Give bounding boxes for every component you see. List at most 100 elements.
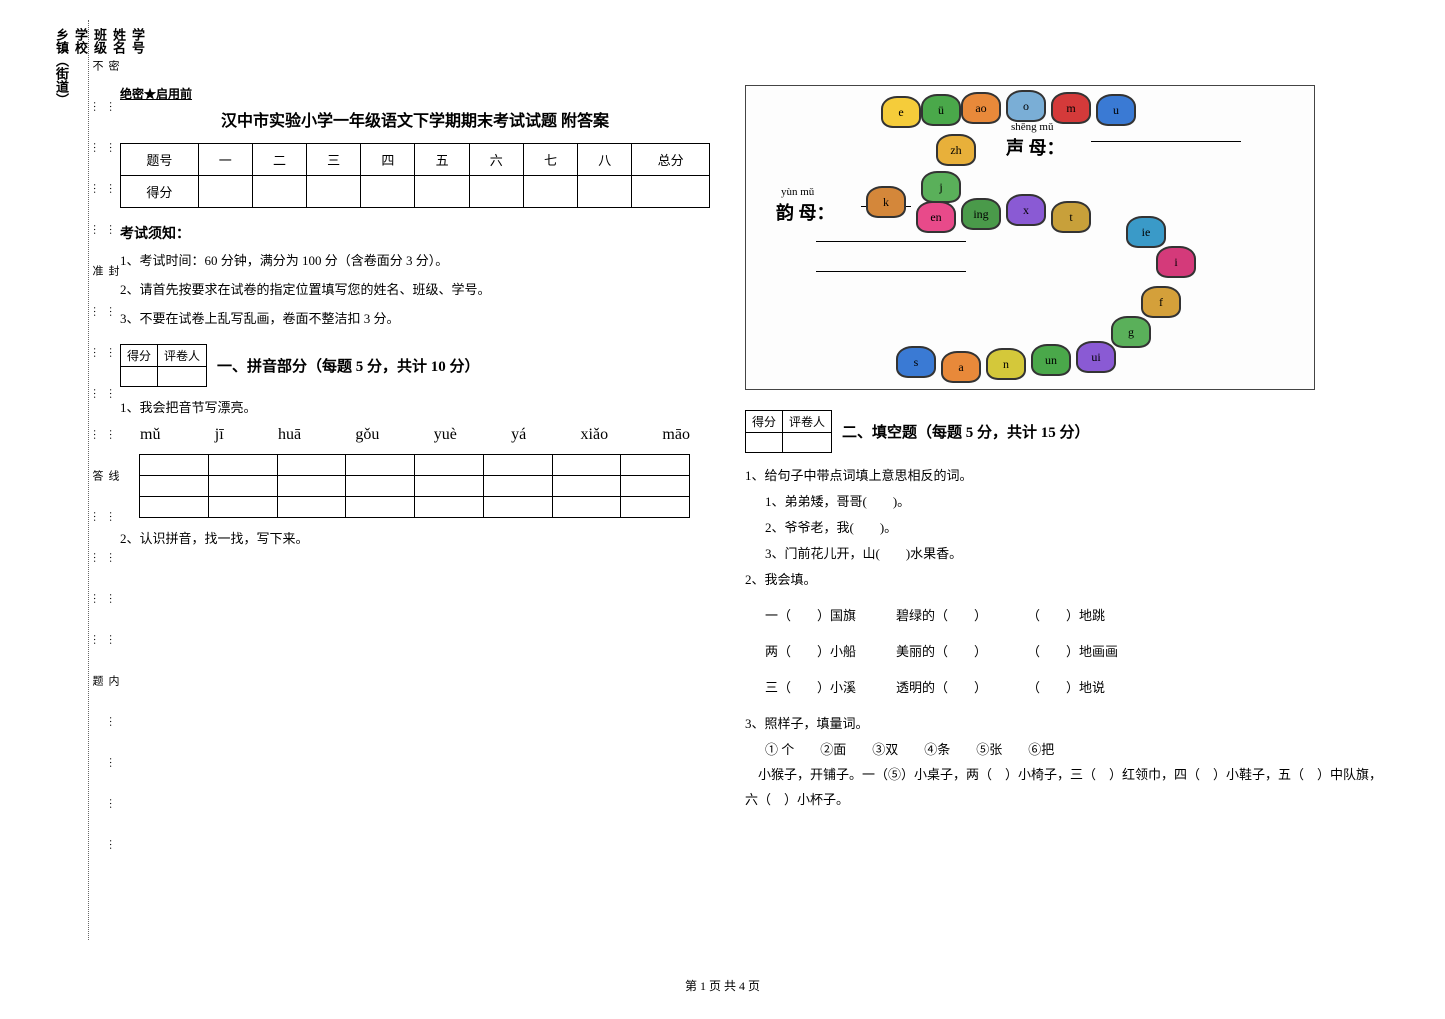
score-header-row: 题号 一 二 三 四 五 六 七 八 总分 xyxy=(121,144,710,176)
write-box[interactable] xyxy=(483,454,553,476)
write-box[interactable] xyxy=(552,475,622,497)
s2-q3-title: 3、照样子，填量词。 xyxy=(745,711,1385,737)
exam-instructions: 考试须知： 1、考试时间：60 分钟，满分为 100 分（含卷面分 3 分）。 … xyxy=(120,223,710,329)
s2-q1-title: 1、给句子中带点词填上意思相反的词。 xyxy=(745,463,1385,489)
section1-header: 得分 评卷人 一、拼音部分（每题 5 分，共计 10 分） xyxy=(120,344,710,387)
caterpillar-segment: s xyxy=(896,346,936,378)
grader-cell[interactable] xyxy=(158,367,207,387)
pinyin-item: mǔ xyxy=(140,426,160,444)
write-box[interactable] xyxy=(620,475,690,497)
grader-cell[interactable] xyxy=(121,367,158,387)
yunmu-blank3[interactable] xyxy=(816,271,966,272)
write-box[interactable] xyxy=(483,475,553,497)
left-column: 绝密★启用前 汉中市实验小学一年级语文下学期期末考试试题 附答案 题号 一 二 … xyxy=(120,85,710,557)
grader-table: 得分 评卷人 xyxy=(745,410,832,453)
write-box[interactable] xyxy=(552,496,622,518)
grader-name-label: 评卷人 xyxy=(783,411,832,433)
grader-table: 得分 评卷人 xyxy=(120,344,207,387)
score-cell[interactable] xyxy=(578,176,632,208)
shengmu-label: 声 母： xyxy=(1006,134,1065,160)
write-box[interactable] xyxy=(620,454,690,476)
caterpillar-segment: u xyxy=(1096,94,1136,126)
s1-q2: 2、认识拼音，找一找，写下来。 xyxy=(120,528,710,547)
write-box[interactable] xyxy=(139,454,209,476)
write-box[interactable] xyxy=(139,475,209,497)
q2-cell: 碧绿的（ ） xyxy=(896,603,987,629)
pinyin-caterpillar-figure: shēng mǔ 声 母： yùn mǔ 韵 母： eüaoomuzhjkeni… xyxy=(745,85,1315,390)
caterpillar-segment: ui xyxy=(1076,341,1116,373)
write-box[interactable] xyxy=(414,454,484,476)
write-box[interactable] xyxy=(345,496,415,518)
pinyin-item: huā xyxy=(278,426,301,444)
caterpillar-segment: en xyxy=(916,201,956,233)
caterpillar-segment: t xyxy=(1051,201,1091,233)
score-h9: 总分 xyxy=(632,144,710,176)
s2-q2-title: 2、我会填。 xyxy=(745,567,1385,593)
s2-q2-row: 两（ ）小船 美丽的（ ） （ ）地画画 xyxy=(745,639,1385,665)
caterpillar-segment: f xyxy=(1141,286,1181,318)
caterpillar-segment: k xyxy=(866,186,906,218)
write-box[interactable] xyxy=(483,496,553,518)
exam-title: 汉中市实验小学一年级语文下学期期末考试试题 附答案 xyxy=(120,107,710,131)
score-cell[interactable] xyxy=(307,176,361,208)
score-cell[interactable] xyxy=(523,176,577,208)
caterpillar-segment: n xyxy=(986,348,1026,380)
write-box[interactable] xyxy=(414,496,484,518)
write-box[interactable] xyxy=(552,454,622,476)
section2-title: 二、填空题（每题 5 分，共计 15 分） xyxy=(842,421,1090,442)
write-box[interactable] xyxy=(620,496,690,518)
write-box[interactable] xyxy=(139,496,209,518)
caterpillar-segment: g xyxy=(1111,316,1151,348)
yunmu-blank2[interactable] xyxy=(816,241,966,242)
caterpillar-segment: a xyxy=(941,351,981,383)
grader-cell[interactable] xyxy=(746,433,783,453)
q2-cell: （ ）地跳 xyxy=(1027,603,1105,629)
q2-cell: 两（ ）小船 xyxy=(765,639,856,665)
caterpillar-segment: un xyxy=(1031,344,1071,376)
write-box[interactable] xyxy=(208,496,278,518)
shengmu-pinyin: shēng mǔ xyxy=(1011,121,1053,133)
yunmu-label: 韵 母： xyxy=(776,199,835,225)
q2-cell: 一（ ）国旗 xyxy=(765,603,856,629)
write-box[interactable] xyxy=(345,475,415,497)
score-h1: 一 xyxy=(198,144,252,176)
write-box[interactable] xyxy=(277,454,347,476)
right-column: shēng mǔ 声 母： yùn mǔ 韵 母： eüaoomuzhjkeni… xyxy=(745,85,1385,812)
caterpillar-segment: e xyxy=(881,96,921,128)
write-box[interactable] xyxy=(277,475,347,497)
grader-score-label: 得分 xyxy=(121,345,158,367)
score-cell[interactable] xyxy=(252,176,306,208)
s2-q1-item: 3、门前花儿开，山( )水果香。 xyxy=(745,541,1385,567)
shengmu-blank[interactable] xyxy=(1091,141,1241,142)
score-cell[interactable] xyxy=(361,176,415,208)
score-cell[interactable] xyxy=(632,176,710,208)
yunmu-pinyin: yùn mǔ xyxy=(781,186,814,198)
caterpillar-segment: j xyxy=(921,171,961,203)
s2-q1-item: 2、爷爷老，我( )。 xyxy=(745,515,1385,541)
score-cell[interactable] xyxy=(198,176,252,208)
confidential-label: 绝密★启用前 xyxy=(120,85,710,102)
write-box[interactable] xyxy=(208,475,278,497)
caterpillar-segment: ao xyxy=(961,92,1001,124)
caterpillar-segment: ü xyxy=(921,94,961,126)
caterpillar-segment: i xyxy=(1156,246,1196,278)
s2-q2-row: 一（ ）国旗 碧绿的（ ） （ ）地跳 xyxy=(745,603,1385,629)
grader-cell[interactable] xyxy=(783,433,832,453)
section2-body: 1、给句子中带点词填上意思相反的词。 1、弟弟矮，哥哥( )。 2、爷爷老，我(… xyxy=(745,463,1385,812)
score-table: 题号 一 二 三 四 五 六 七 八 总分 得分 xyxy=(120,143,710,208)
pinyin-item: māo xyxy=(662,426,690,444)
write-box[interactable] xyxy=(277,496,347,518)
caterpillar-segment: m xyxy=(1051,92,1091,124)
q2-cell: （ ）地说 xyxy=(1027,675,1105,701)
grader-name-label: 评卷人 xyxy=(158,345,207,367)
grader-score-label: 得分 xyxy=(746,411,783,433)
field-xiangzhen: 乡镇（街道） xyxy=(52,28,71,912)
pinyin-item: jī xyxy=(215,426,224,444)
score-cell[interactable] xyxy=(415,176,469,208)
instruction-item: 3、不要在试卷上乱写乱画，卷面不整洁扣 3 分。 xyxy=(120,309,710,330)
write-box[interactable] xyxy=(345,454,415,476)
s2-q1-item: 1、弟弟矮，哥哥( )。 xyxy=(745,489,1385,515)
write-box[interactable] xyxy=(208,454,278,476)
write-box[interactable] xyxy=(414,475,484,497)
score-cell[interactable] xyxy=(469,176,523,208)
